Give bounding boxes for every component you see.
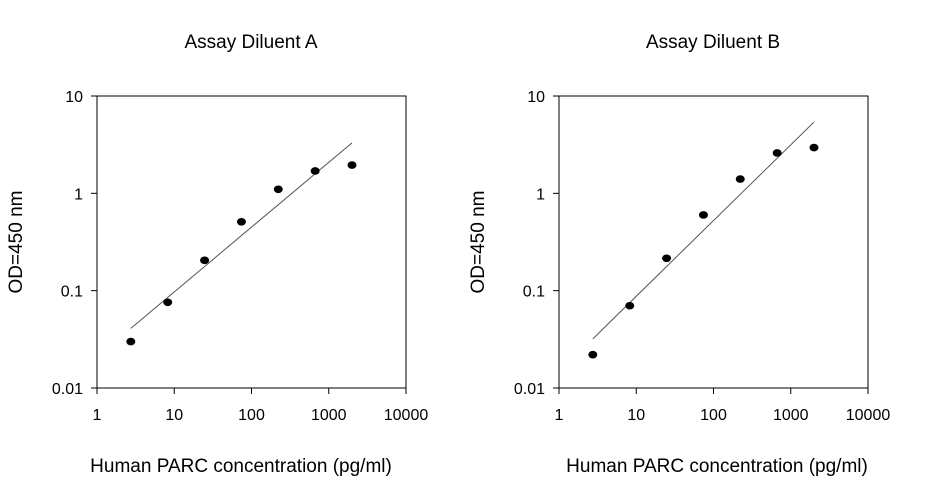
- chart-panel-b: Assay Diluent B OD=450 nm Human PARC con…: [468, 32, 890, 477]
- data-point: [347, 161, 357, 169]
- chart-title-a: Assay Diluent A: [184, 32, 317, 53]
- data-point: [625, 301, 635, 310]
- x-axis-label-a: Human PARC concentration (pg/ml): [90, 456, 392, 477]
- data-point: [200, 256, 210, 265]
- data-point: [698, 211, 708, 219]
- data-point: [126, 337, 136, 346]
- x-tick-label: 1000: [773, 407, 809, 424]
- plot-area-b: 1 10 100 1000 10000 0.01 0.1 1 10: [514, 89, 890, 424]
- y-tick-label: 0.1: [61, 284, 83, 301]
- y-axis-label-a: OD=450 nm: [6, 191, 27, 294]
- data-point: [662, 254, 672, 263]
- y-tick-label: 1: [536, 186, 545, 203]
- chart-title-b: Assay Diluent B: [646, 32, 780, 53]
- x-axis-label-b: Human PARC concentration (pg/ml): [566, 456, 868, 477]
- x-tick-label: 100: [700, 407, 727, 424]
- y-tick-label: 0.01: [52, 381, 83, 398]
- x-tick-label: 10: [165, 407, 183, 424]
- x-tick-label: 1: [555, 407, 564, 424]
- chart-panel-a: Assay Diluent A OD=450 nm Human PARC con…: [6, 32, 428, 477]
- x-tick-label: 1000: [311, 407, 347, 424]
- y-tick-label: 0.1: [523, 284, 545, 301]
- plot-area-a: 1 10 100 1000 10000 0.01 0.1 1 10: [52, 89, 428, 424]
- plot-frame-b: [558, 95, 869, 389]
- y-tick-label: 10: [527, 89, 545, 106]
- x-tick-label: 1: [93, 407, 102, 424]
- data-point: [163, 298, 173, 307]
- y-tick-label: 0.01: [514, 381, 545, 398]
- data-point: [236, 217, 246, 226]
- x-tick-label: 10: [627, 407, 645, 424]
- data-point: [809, 143, 819, 152]
- y-tick-label: 10: [65, 89, 83, 106]
- y-tick-label: 1: [74, 186, 83, 203]
- data-point: [273, 185, 283, 194]
- data-point: [588, 350, 598, 359]
- data-point: [310, 167, 320, 175]
- y-axis-label-b: OD=450 nm: [468, 191, 489, 294]
- x-tick-label: 10000: [846, 407, 891, 424]
- data-point: [772, 149, 782, 157]
- data-point: [735, 175, 745, 183]
- plot-frame-a: [96, 95, 407, 389]
- x-tick-label: 100: [238, 407, 265, 424]
- x-tick-label: 10000: [384, 407, 429, 424]
